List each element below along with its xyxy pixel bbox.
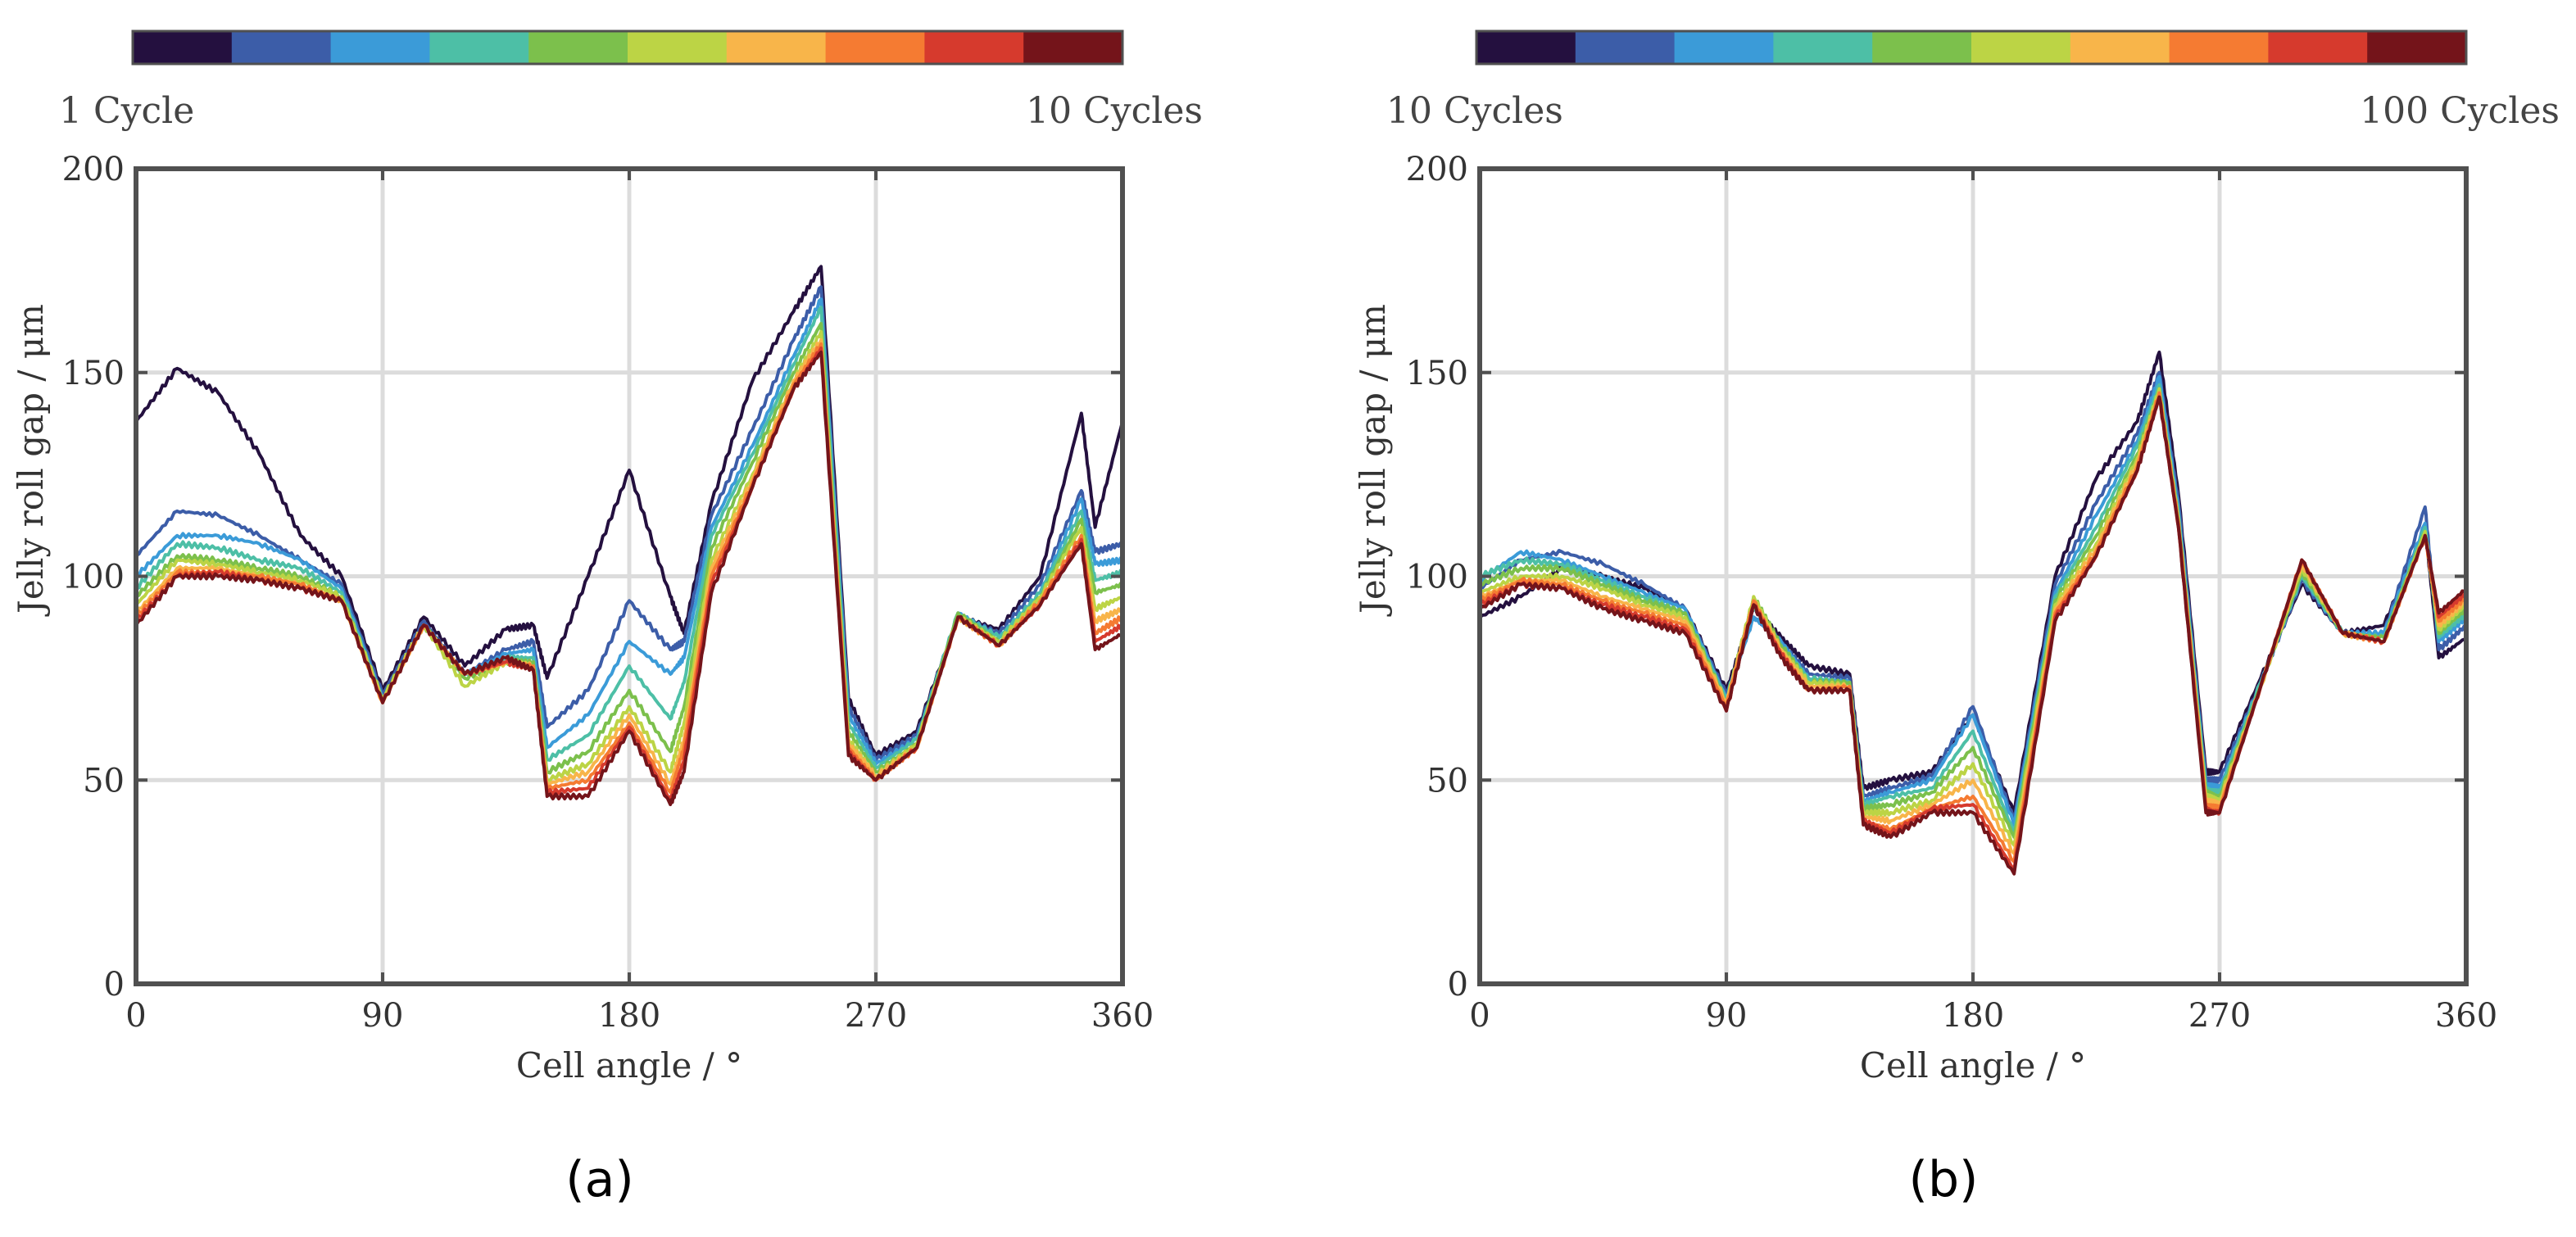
colorbar-a-swatch-3 (330, 31, 430, 64)
colorbar-a-swatch-5 (528, 31, 628, 64)
y-tick-label-b-3: 150 (1406, 355, 1468, 392)
x-tick-label-b-4: 360 (2435, 997, 2497, 1035)
panel-label-a: (a) (565, 1151, 634, 1208)
x-axis-label-b: Cell angle / ° (1860, 1045, 2086, 1085)
y-tick-label-b-0: 0 (1448, 966, 1468, 1004)
colorbar-b-swatch-4 (1773, 31, 1873, 64)
y-tick-label-a-0: 0 (104, 966, 125, 1004)
ticks-b: 0 90 180 270 360 0 50 100 150 200 (1406, 151, 2498, 1035)
x-tick-label-a-1: 90 (362, 997, 404, 1035)
series-a-10 (134, 350, 1124, 807)
colorbar-b-border (1475, 29, 2468, 66)
y-tick-label-a-1: 50 (83, 762, 125, 800)
colorbar-a (131, 29, 1124, 66)
panel-label-b: (b) (1909, 1151, 1979, 1208)
x-tick-label-b-1: 90 (1706, 997, 1748, 1035)
colorbar-a-swatch-7 (726, 31, 827, 64)
x-tick-label-a-0: 0 (125, 997, 146, 1035)
colorbar-b-swatch-6 (1971, 31, 2071, 64)
y-tick-label-b-4: 200 (1406, 151, 1468, 188)
colorbar-b-min-label: 10 Cycles (1386, 90, 1563, 132)
colorbar-b-swatch-2 (1575, 31, 1676, 64)
x-axis-label-a: Cell angle / ° (516, 1045, 742, 1085)
colorbar-b (1475, 29, 2468, 66)
y-tick-label-a-2: 100 (62, 559, 125, 596)
ticks-a: 0 90 180 270 360 0 50 100 150 200 (62, 151, 1154, 1035)
x-tick-label-b-0: 0 (1469, 997, 1490, 1035)
colorbar-b-swatch-3 (1674, 31, 1774, 64)
y-axis-label-a: Jelly roll gap / μm (11, 304, 51, 617)
colorbar-b-swatch-7 (2070, 31, 2170, 64)
y-tick-label-a-4: 200 (62, 151, 125, 188)
colorbar-a-swatch-9 (924, 31, 1024, 64)
colorbar-a-swatch-4 (429, 31, 529, 64)
colorbar-a-swatch-1 (133, 31, 233, 64)
x-tick-label-b-3: 270 (2188, 997, 2251, 1035)
series-b-100 (1478, 395, 2468, 876)
colorbar-a-max-label: 10 Cycles (1026, 90, 1203, 132)
colorbar-a-border (131, 29, 1124, 66)
colorbar-b-swatch-8 (2169, 31, 2269, 64)
x-tick-label-b-2: 180 (1942, 997, 2004, 1035)
panel-a: 1 Cycle 10 Cycles 0 90 180 270 360 0 50 100 150 2… (11, 29, 1203, 1208)
colorbar-b-swatch-9 (2268, 31, 2368, 64)
x-tick-label-a-2: 180 (598, 997, 660, 1035)
series-group-a (134, 265, 1124, 807)
colorbar-b-swatch-5 (1872, 31, 1972, 64)
colorbar-b-swatch-10 (2367, 31, 2467, 64)
panel-b: 10 Cycles 100 Cycles 0 90 180 270 360 0 50 100 1… (1353, 29, 2560, 1208)
series-group-b (1478, 350, 2468, 876)
y-tick-label-b-1: 50 (1426, 762, 1468, 800)
y-tick-label-a-3: 150 (62, 355, 125, 392)
colorbar-a-swatch-10 (1023, 31, 1123, 64)
y-tick-label-b-2: 100 (1406, 559, 1468, 596)
x-tick-label-a-4: 360 (1091, 997, 1154, 1035)
x-tick-label-a-3: 270 (845, 997, 907, 1035)
colorbar-a-swatch-2 (231, 31, 332, 64)
colorbar-a-swatch-8 (825, 31, 925, 64)
y-axis-label-b: Jelly roll gap / μm (1353, 304, 1393, 617)
colorbar-b-swatch-1 (1476, 31, 1576, 64)
colorbar-b-max-label: 100 Cycles (2360, 90, 2560, 132)
colorbar-a-swatch-6 (628, 31, 728, 64)
colorbar-a-min-label: 1 Cycle (59, 90, 194, 132)
